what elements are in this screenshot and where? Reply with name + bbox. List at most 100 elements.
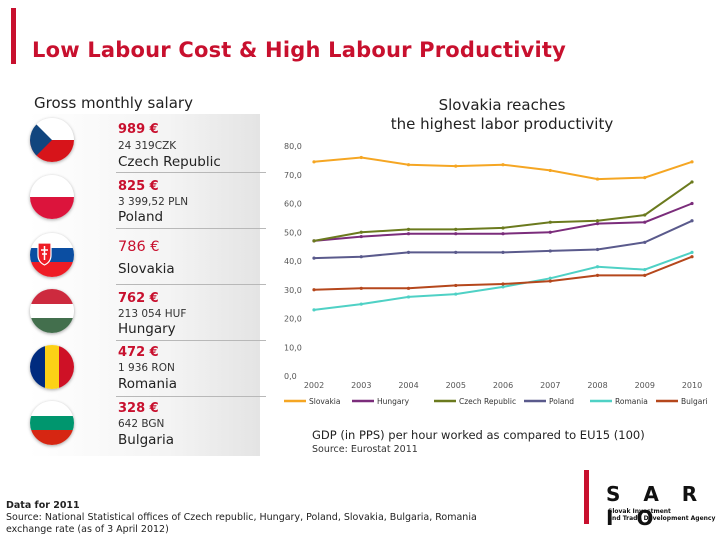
country-name: Czech Republic — [118, 154, 221, 170]
country-name: Poland — [118, 209, 164, 225]
y-tick-label: 0,0 — [284, 372, 297, 381]
title-accent-bar — [11, 8, 16, 64]
data-point — [643, 176, 647, 180]
salary-local: 642 BGN — [118, 418, 165, 430]
country-slovakia: 786 € Slovakia — [28, 231, 268, 286]
salary-amount: 472 € — [118, 345, 159, 360]
legend-label: Poland — [549, 397, 574, 406]
salary-local: 3 399,52 PLN — [118, 196, 189, 208]
footnote-heading: Data for 2011 — [6, 500, 80, 511]
country-poland: 825 € 3 399,52 PLN Poland — [28, 175, 268, 230]
data-point — [690, 201, 694, 206]
data-point — [406, 232, 411, 236]
page-title: Low Labour Cost & High Labour Productivi… — [32, 38, 567, 62]
romania-flag-icon — [30, 345, 74, 389]
x-tick-label: 2008 — [587, 381, 607, 390]
data-point — [501, 163, 505, 167]
series-line-czech-republic — [313, 181, 693, 242]
poland-flag-icon — [30, 175, 74, 219]
chart-title-line2: the highest labor productivity — [390, 115, 614, 133]
data-point — [454, 164, 458, 168]
series-line-romania — [313, 251, 693, 311]
sario-logo-subtitle: Slovak Investment and Trade Development … — [608, 508, 718, 522]
data-point — [595, 177, 600, 181]
country-czech: 989 € 24 319CZK Czech Republic — [28, 118, 268, 173]
data-point — [643, 220, 647, 224]
sario-logo: S A R I O — [606, 482, 706, 530]
data-point — [454, 250, 458, 254]
y-tick-label: 70,0 — [284, 171, 302, 180]
data-point — [359, 255, 363, 259]
data-point — [690, 160, 694, 164]
data-point — [643, 240, 647, 244]
data-point — [312, 308, 316, 312]
data-point — [595, 265, 600, 269]
x-tick-label: 2009 — [635, 381, 655, 390]
data-point — [406, 163, 411, 167]
data-point — [454, 292, 458, 296]
data-point — [501, 250, 505, 254]
data-point — [501, 226, 505, 230]
data-point — [548, 168, 552, 173]
productivity-line-chart: 0,0 10,0 20,0 30,0 40,0 50,0 60,0 70,0 80,0 2002 2… — [284, 142, 708, 406]
data-point — [690, 250, 694, 254]
legend-label: Hungary — [377, 397, 410, 406]
divider — [116, 396, 266, 397]
series-line-slovakia — [313, 156, 693, 181]
legend-label: Romania — [615, 397, 648, 406]
data-point — [548, 230, 552, 234]
logo-accent-bar — [584, 470, 589, 524]
data-point — [454, 232, 458, 236]
data-point — [406, 295, 411, 299]
divider — [116, 284, 266, 285]
data-point — [690, 180, 694, 184]
data-point — [690, 255, 694, 259]
series-line-hungary — [313, 202, 693, 242]
data-point — [501, 232, 505, 236]
country-bulgaria: 328 € 642 BGN Bulgaria — [28, 399, 268, 454]
data-point — [312, 256, 316, 260]
salary-amount: 989 € — [118, 122, 159, 137]
country-name: Bulgaria — [118, 432, 174, 448]
country-name: Hungary — [118, 321, 176, 337]
data-point — [595, 273, 600, 277]
country-name: Slovakia — [118, 261, 175, 277]
data-point — [643, 273, 647, 277]
footnote: Data for 2011 Source: National Statistic… — [6, 500, 477, 536]
data-point — [359, 286, 363, 290]
data-point — [595, 247, 600, 252]
x-tick-label: 2004 — [398, 381, 418, 390]
salary-amount: 825 € — [118, 179, 159, 194]
chart-caption: GDP (in PPS) per hour worked as compared… — [312, 428, 645, 442]
salary-amount: 328 € — [118, 401, 159, 416]
data-point — [359, 155, 363, 160]
country-romania: 472 € 1 936 RON Romania — [28, 343, 268, 398]
footnote-source: Source: National Statistical offices of … — [6, 512, 477, 523]
data-point — [501, 282, 505, 286]
y-tick-label: 40,0 — [284, 257, 302, 266]
legend-label: Czech Republic — [459, 397, 516, 406]
x-tick-label: 2002 — [304, 381, 324, 390]
salary-local: 1 936 RON — [118, 362, 175, 374]
salary-local: 213 054 HUF — [118, 308, 187, 320]
x-tick-label: 2005 — [446, 381, 466, 390]
data-point — [643, 268, 647, 272]
data-point — [548, 279, 552, 283]
data-point — [359, 234, 363, 239]
x-tick-label: 2010 — [682, 381, 702, 390]
salary-panel: 989 € 24 319CZK Czech Republic 825 € 3 3… — [28, 114, 266, 456]
divider — [116, 228, 266, 229]
chart-title-line1: Slovakia reaches — [438, 96, 566, 114]
y-tick-label: 60,0 — [284, 200, 302, 209]
x-tick-label: 2006 — [493, 381, 513, 390]
country-hungary: 762 € 213 054 HUF Hungary — [28, 287, 268, 342]
bulgaria-flag-icon — [30, 401, 74, 445]
y-tick-label: 80,0 — [284, 142, 302, 151]
hungary-flag-icon — [30, 289, 74, 333]
salary-header: Gross monthly salary — [34, 94, 193, 112]
data-point — [595, 219, 600, 223]
country-name: Romania — [118, 376, 178, 392]
x-tick-label: 2003 — [351, 381, 371, 390]
y-tick-label: 20,0 — [284, 315, 302, 324]
data-point — [312, 239, 316, 243]
